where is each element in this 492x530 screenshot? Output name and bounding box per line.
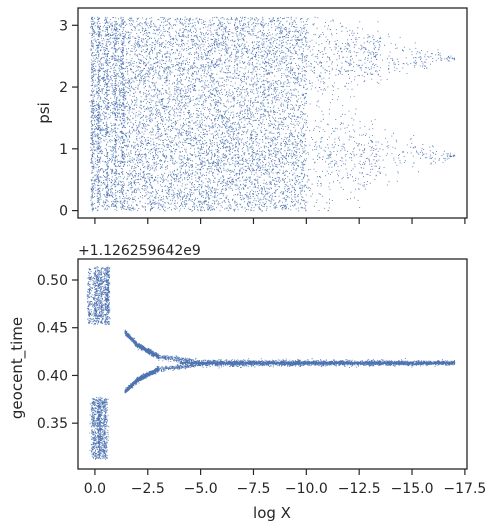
top-scatter-series xyxy=(89,16,456,212)
bottom-x-tick-label: −17.5 xyxy=(443,481,486,497)
bottom-x-tick-label: −10.0 xyxy=(285,481,328,497)
bottom-y-tick-label: 0.50 xyxy=(37,273,68,289)
top-frame xyxy=(77,7,468,219)
top-panel: 0 1 2 3 psi xyxy=(35,7,468,224)
bottom-x-tick-label: 0.0 xyxy=(84,481,106,497)
bottom-x-tick-label: −12.5 xyxy=(338,481,381,497)
top-y-tick-label: 3 xyxy=(59,18,68,34)
bottom-y-tick-label: 0.40 xyxy=(37,368,68,384)
top-plot-area xyxy=(78,8,467,218)
top-scatter-points xyxy=(89,16,456,212)
bottom-x-tick-label: −2.5 xyxy=(131,481,165,497)
bottom-scatter-series xyxy=(86,266,456,460)
bottom-y-tick-label: 0.45 xyxy=(37,321,68,337)
bottom-x-axis-label: log X xyxy=(253,504,291,522)
bottom-y-axis-label: geocent_time xyxy=(8,317,27,419)
bottom-x-tick-label: −7.5 xyxy=(236,481,270,497)
top-y-axis-label: psi xyxy=(35,102,53,124)
top-y-tick-label: 0 xyxy=(59,204,68,220)
top-y-tick-label: 1 xyxy=(59,142,68,158)
offset-label: +1.126259642e9 xyxy=(78,243,201,259)
bottom-scatter-points xyxy=(86,266,456,460)
top-x-ticks xyxy=(94,218,466,224)
bottom-frame xyxy=(77,258,468,470)
bottom-panel: +1.126259642e9 0.35 0.40 0.45 0.50 0.0 −2.5 −… xyxy=(8,243,486,522)
bottom-x-tick-label: −5.0 xyxy=(184,481,218,497)
bottom-y-ticks: 0.35 0.40 0.45 0.50 xyxy=(37,273,78,432)
bottom-x-tick-label: −15.0 xyxy=(391,481,434,497)
top-y-tick-label: 2 xyxy=(59,80,68,96)
bottom-y-tick-label: 0.35 xyxy=(37,416,68,432)
top-y-ticks: 0 1 2 3 xyxy=(59,18,78,220)
bottom-x-ticks: 0.0 −2.5 −5.0 −7.5 −10.0 −12.5 −15.0 −17.5 xyxy=(84,469,486,497)
